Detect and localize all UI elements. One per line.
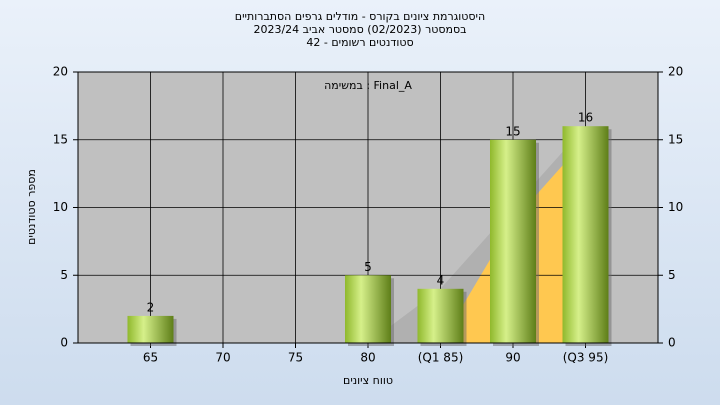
chart-title: היסטוגרמת ציונים בקורס - מודלים גרפים הס… [235,10,485,23]
bar [345,275,391,343]
data-label: 5 [364,260,372,274]
plot-border [77,71,659,344]
y-tick-label: 10 [53,200,68,214]
bar [417,288,464,343]
y-tick-label: 0 [60,336,68,350]
bar [127,315,174,343]
x-tick-label: (Q1 85) [418,351,464,365]
y2-tick-label: 0 [668,336,676,350]
y2-tick-label: 15 [668,132,683,146]
x-tick-label: 65 [143,351,158,365]
chart-subtitle: בסמסטר (02/2023) סמסטר אביב 2023/24 [253,23,466,36]
data-label: 15 [505,124,520,138]
bar [490,139,536,343]
x-tick-label: (Q3 95) [563,351,609,365]
y2-tick-label: 20 [668,65,683,79]
y2-tick-label: 10 [668,200,683,214]
bar [562,126,609,343]
x-tick-label: 75 [288,351,303,365]
x-tick-label: 80 [360,351,375,365]
x-axis-label: טווח ציונים [343,374,393,387]
x-tick-label: 90 [505,351,520,365]
y-tick-label: 15 [53,132,68,146]
y2-tick-label: 5 [668,268,676,282]
data-label: 16 [578,111,593,125]
data-label: 2 [147,300,155,314]
y-axis-label: מספר סטודנטים [25,169,38,245]
data-label: 4 [437,273,445,287]
y-tick-label: 20 [53,65,68,79]
chart-subtitle: סטודנטים רשומים - 42 [306,36,413,49]
y-tick-label: 5 [60,268,68,282]
x-tick-label: 70 [215,351,230,365]
